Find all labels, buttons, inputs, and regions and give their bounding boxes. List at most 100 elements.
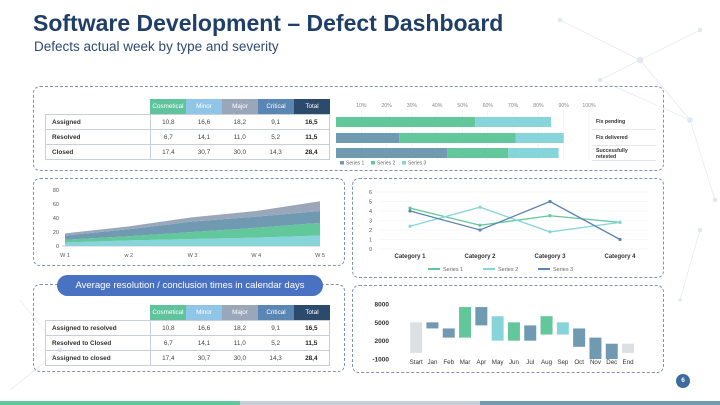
col-header-critical: Critical xyxy=(258,305,294,320)
x-tick-label: 10% xyxy=(356,103,367,109)
legend-label: Series 3 xyxy=(408,161,427,167)
table-cell: 30,7 xyxy=(186,350,222,366)
legend-swatch xyxy=(340,161,344,165)
legend-label: Series 2 xyxy=(377,161,396,167)
resolution-times-table: Assigned to resolved 10,8 16,6 18,2 9,1 … xyxy=(45,320,330,366)
table-cell-total: 16,5 xyxy=(293,114,330,130)
table-cell: 11,0 xyxy=(221,129,258,145)
x-tick-label: 70% xyxy=(508,103,519,109)
x-tick-label: Jan xyxy=(427,359,438,366)
waterfall-bar xyxy=(426,322,439,329)
table-cell: 6,7 xyxy=(150,335,186,351)
x-tick-label: Nov xyxy=(590,359,602,366)
bar-segment xyxy=(336,148,448,158)
table-cell-total: 28,4 xyxy=(293,350,330,366)
table-cell: 30,0 xyxy=(221,144,258,160)
y-tick-label: 4 xyxy=(369,209,372,215)
waterfall-bar xyxy=(442,328,455,338)
weekly-area-chart: 0 20 40 60 80 W 1 w 2 W 3 W 4 W 5 xyxy=(53,188,325,259)
footer-bar-green xyxy=(0,401,240,405)
data-point xyxy=(408,209,412,213)
table-row: Resolved to Closed 6,7 14,1 11,0 5,2 11,… xyxy=(45,335,330,351)
waterfall-bar xyxy=(589,337,602,359)
monthly-waterfall-chart: 8000 5000 2000 -1000 Start Jan Feb Mar Apr May Jun… xyxy=(372,302,635,367)
legend-label: Series 3 xyxy=(553,267,573,273)
col-header-cosmetical: Cosmetical xyxy=(150,305,186,320)
bar-segment xyxy=(508,148,559,158)
waterfall-bar xyxy=(556,322,569,335)
x-tick-label: 90% xyxy=(559,103,570,109)
x-tick-label: Category 4 xyxy=(604,254,636,260)
table-cell: 10,8 xyxy=(150,320,186,336)
category-line-chart: 0 1 2 3 4 5 6 Category 1 Category 2 Category 3 Cat… xyxy=(369,190,648,273)
row-label: Assigned to resolved xyxy=(45,320,151,336)
col-header-total: Total xyxy=(294,99,330,114)
x-tick-label: W 1 xyxy=(60,253,70,259)
waterfall-bar xyxy=(573,328,586,347)
x-tick-label: 100% xyxy=(582,103,596,109)
table-cell: 16,6 xyxy=(186,114,222,130)
data-point xyxy=(548,214,552,218)
table-row: Resolved 6,7 14,1 11,0 5,2 11,5 xyxy=(45,129,330,145)
table-cell: 30,7 xyxy=(186,144,222,160)
category-label: Successfully xyxy=(596,148,628,154)
data-point xyxy=(408,206,412,210)
y-tick-label: -1000 xyxy=(372,357,389,364)
waterfall-bar xyxy=(622,343,635,353)
waterfall-bar xyxy=(459,307,472,338)
legend-label: Series 2 xyxy=(498,267,518,273)
footer-bar-blue xyxy=(480,401,720,405)
col-header-minor: Minor xyxy=(186,305,222,320)
category-label: retested xyxy=(596,154,616,160)
row-label: Assigned xyxy=(45,114,151,130)
table-row: Assigned to closed 17,4 30,7 30,0 14,3 2… xyxy=(45,350,330,366)
table-cell-total: 11,5 xyxy=(293,129,330,145)
data-point xyxy=(478,205,482,209)
waterfall-bar xyxy=(491,316,504,341)
x-tick-label: Feb xyxy=(443,359,454,366)
table-cell: 5,2 xyxy=(257,335,294,351)
x-tick-label: W 4 xyxy=(251,253,261,259)
bar-segment xyxy=(515,133,564,143)
col-header-cosmetical: Cosmetical xyxy=(150,99,186,114)
x-tick-label: Jul xyxy=(526,359,534,366)
table-cell: 16,6 xyxy=(186,320,222,336)
x-tick-label: Category 1 xyxy=(394,254,426,260)
area-chart-panel xyxy=(33,178,345,266)
y-tick-label: 2000 xyxy=(375,338,390,345)
waterfall-bar xyxy=(605,343,618,359)
data-point xyxy=(618,237,622,242)
table-cell: 10,8 xyxy=(150,114,186,130)
table-cell: 14,3 xyxy=(257,144,294,160)
table-cell: 6,7 xyxy=(150,129,186,145)
table-row: Closed 17,4 30,7 30,0 14,3 28,4 xyxy=(45,144,330,160)
row-label: Assigned to closed xyxy=(45,350,151,366)
data-point xyxy=(478,223,482,227)
y-tick-label: 80 xyxy=(53,188,59,194)
table-cell: 30,0 xyxy=(221,350,258,366)
status-bar-chart: 10% 20% 30% 40% 50% 60% 70% 80% 90% 100% Fix pendi… xyxy=(336,103,656,167)
page-title: Software Development – Defect Dashboard xyxy=(33,10,504,36)
table-cell: 17,4 xyxy=(150,144,186,160)
bar-segment xyxy=(447,148,509,158)
legend-swatch xyxy=(371,161,375,165)
x-tick-label: May xyxy=(492,359,505,366)
data-point xyxy=(548,199,552,204)
x-tick-label: W 5 xyxy=(315,253,325,259)
row-label: Closed xyxy=(45,144,151,160)
area-series-3 xyxy=(65,211,320,240)
x-tick-label: Sep xyxy=(557,359,569,366)
data-point xyxy=(618,220,622,224)
x-tick-label: Aug xyxy=(541,359,553,366)
x-tick-label: Oct xyxy=(574,359,584,366)
y-tick-label: 3 xyxy=(369,219,372,225)
category-label: Fix pending xyxy=(596,119,625,125)
x-tick-label: Category 3 xyxy=(534,254,566,260)
table-cell: 14,1 xyxy=(186,335,222,351)
row-label: Resolved to Closed xyxy=(45,335,151,351)
col-header-major: Major xyxy=(222,99,258,114)
defects-table: Assigned 10,8 16,6 18,2 9,1 16,5 Resolve… xyxy=(45,114,330,160)
col-header-minor: Minor xyxy=(186,99,222,114)
x-tick-label: Dec xyxy=(606,359,617,366)
area-series-1 xyxy=(65,235,320,246)
